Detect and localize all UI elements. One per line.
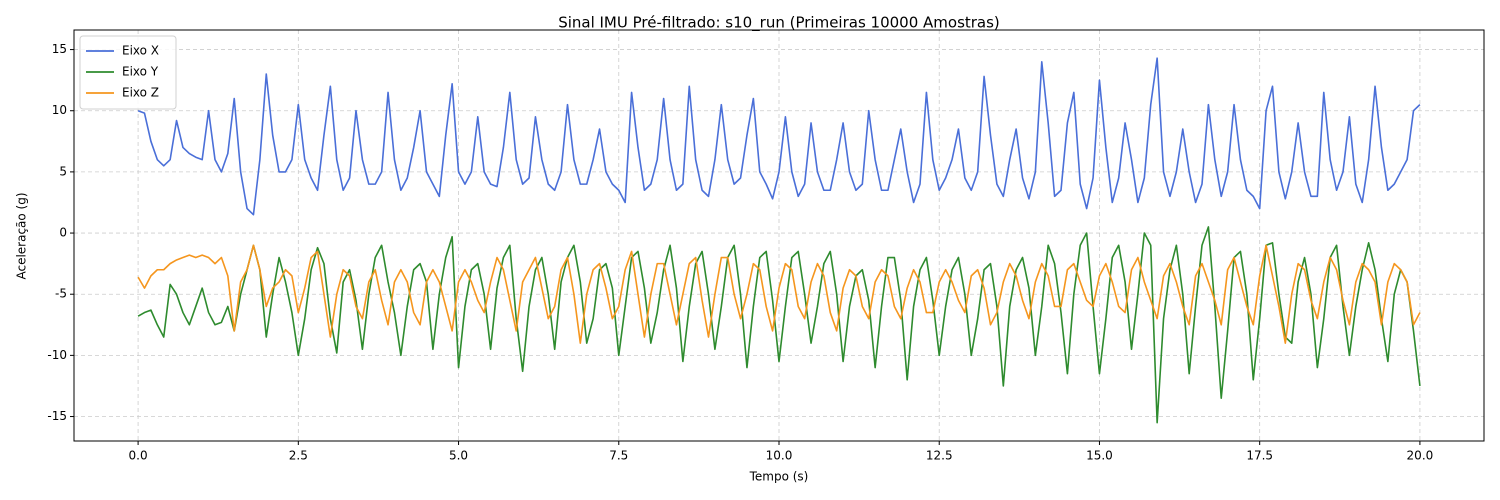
legend: Eixo X Eixo Y Eixo Z [79, 35, 177, 110]
x-tick-label: 15.0 [1086, 449, 1113, 463]
x-tick-label: 7.5 [609, 449, 628, 463]
x-tick-label: 12.5 [926, 449, 953, 463]
legend-box [79, 35, 177, 110]
y-tick-label: -5 [55, 287, 67, 301]
series-line [137, 226, 1421, 424]
x-tick-label: 20.0 [1407, 449, 1434, 463]
y-axis-label: Aceleração (g) [15, 192, 29, 279]
series-line [137, 57, 1421, 216]
legend-label: Eixo Y [122, 65, 159, 79]
legend-label: Eixo Z [122, 86, 159, 100]
plot-frame [73, 29, 1485, 442]
x-axis-label: Tempo (s) [749, 470, 809, 484]
y-tick-label: 0 [59, 226, 67, 240]
x-tick-label: 5.0 [449, 449, 468, 463]
series-line [137, 244, 1421, 344]
y-tick-label: 10 [52, 103, 67, 117]
chart-title: Sinal IMU Pré-filtrado: s10_run (Primeir… [558, 14, 1000, 33]
legend-label: Eixo X [122, 44, 159, 58]
y-tick-label: -15 [47, 409, 67, 423]
x-tick-label: 2.5 [289, 449, 308, 463]
y-tick-label: 15 [52, 42, 67, 56]
y-tick-label: 5 [59, 164, 67, 178]
x-tick-label: 0.0 [129, 449, 148, 463]
x-tick-label: 10.0 [766, 449, 793, 463]
y-tick-label: -10 [47, 348, 67, 362]
x-tick-label: 17.5 [1246, 449, 1273, 463]
